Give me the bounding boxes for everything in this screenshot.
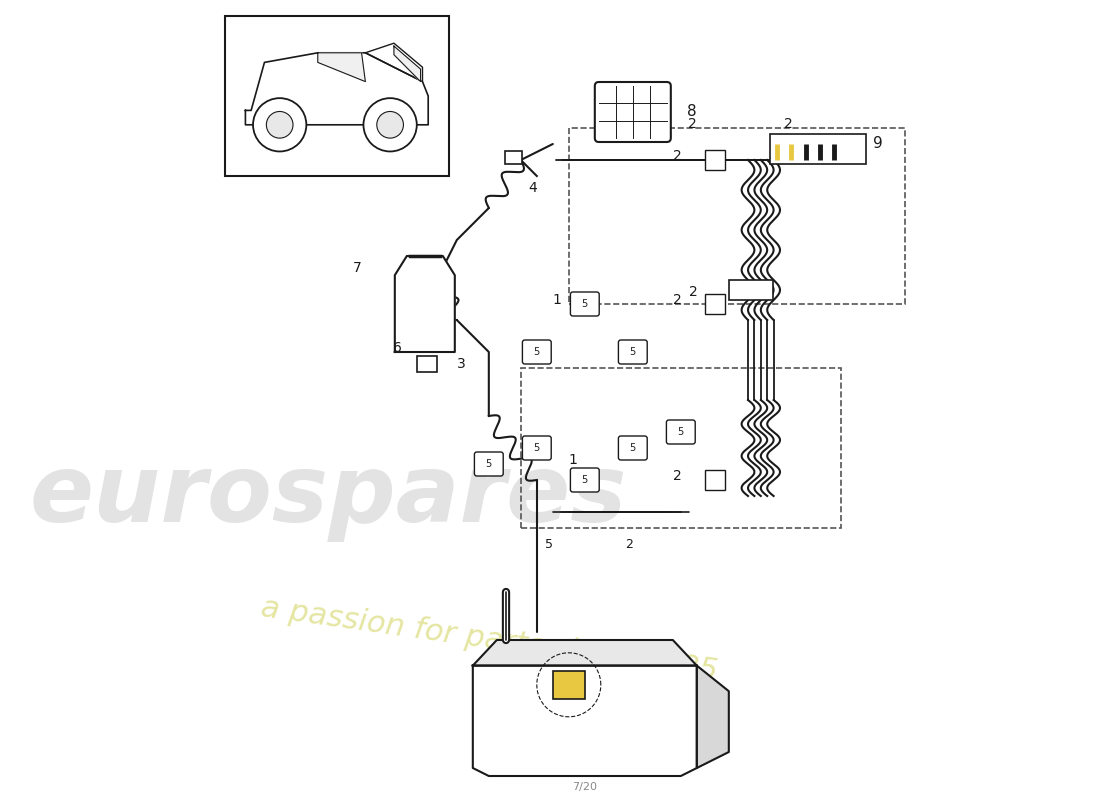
Bar bbox=[553, 670, 585, 699]
Polygon shape bbox=[394, 46, 420, 82]
Text: 5: 5 bbox=[534, 443, 540, 453]
Text: 2: 2 bbox=[625, 538, 632, 551]
Bar bbox=[705, 470, 725, 490]
Text: 8: 8 bbox=[686, 105, 696, 119]
Text: 9: 9 bbox=[872, 137, 882, 151]
Text: 1: 1 bbox=[553, 293, 562, 307]
FancyBboxPatch shape bbox=[618, 436, 647, 460]
Polygon shape bbox=[245, 53, 428, 125]
Text: a passion for parts since 1985: a passion for parts since 1985 bbox=[258, 594, 719, 686]
Circle shape bbox=[377, 111, 404, 138]
Text: 5: 5 bbox=[534, 347, 540, 357]
Text: 1: 1 bbox=[569, 453, 578, 467]
FancyBboxPatch shape bbox=[618, 340, 647, 364]
Text: 5: 5 bbox=[629, 443, 636, 453]
Text: 3: 3 bbox=[456, 357, 465, 371]
Text: 4: 4 bbox=[529, 181, 538, 195]
Text: 7: 7 bbox=[353, 261, 362, 275]
Bar bbox=[224, 16, 449, 176]
Bar bbox=[505, 151, 522, 164]
Circle shape bbox=[363, 98, 417, 151]
FancyBboxPatch shape bbox=[667, 420, 695, 444]
Circle shape bbox=[253, 98, 306, 151]
Text: 5: 5 bbox=[486, 459, 492, 469]
Bar bbox=[729, 280, 773, 300]
Text: 5: 5 bbox=[544, 538, 553, 551]
FancyBboxPatch shape bbox=[522, 340, 551, 364]
Text: 2: 2 bbox=[689, 117, 697, 131]
Polygon shape bbox=[318, 53, 365, 82]
Text: 5: 5 bbox=[629, 347, 636, 357]
Text: 2: 2 bbox=[689, 285, 697, 299]
Polygon shape bbox=[395, 256, 454, 352]
Text: 2: 2 bbox=[673, 469, 682, 483]
FancyBboxPatch shape bbox=[595, 82, 671, 142]
FancyBboxPatch shape bbox=[571, 468, 600, 492]
Text: 5: 5 bbox=[582, 475, 587, 485]
Text: 7/20: 7/20 bbox=[572, 782, 597, 792]
Text: 5: 5 bbox=[678, 427, 684, 437]
Text: 2: 2 bbox=[673, 149, 682, 163]
Polygon shape bbox=[473, 666, 696, 776]
Bar bbox=[705, 294, 725, 314]
Text: 2: 2 bbox=[784, 117, 793, 131]
Bar bbox=[705, 150, 725, 170]
Text: 2: 2 bbox=[673, 293, 682, 307]
Bar bbox=[569, 128, 905, 304]
Bar bbox=[520, 368, 840, 528]
Polygon shape bbox=[696, 666, 729, 768]
Bar bbox=[417, 356, 437, 372]
FancyBboxPatch shape bbox=[522, 436, 551, 460]
Polygon shape bbox=[365, 43, 422, 82]
Polygon shape bbox=[473, 640, 696, 666]
Text: 5: 5 bbox=[582, 299, 587, 309]
Text: 6: 6 bbox=[393, 341, 402, 355]
Circle shape bbox=[266, 111, 293, 138]
Text: eurospares: eurospares bbox=[30, 450, 628, 542]
Bar bbox=[770, 134, 867, 164]
FancyBboxPatch shape bbox=[571, 292, 600, 316]
FancyBboxPatch shape bbox=[474, 452, 503, 476]
